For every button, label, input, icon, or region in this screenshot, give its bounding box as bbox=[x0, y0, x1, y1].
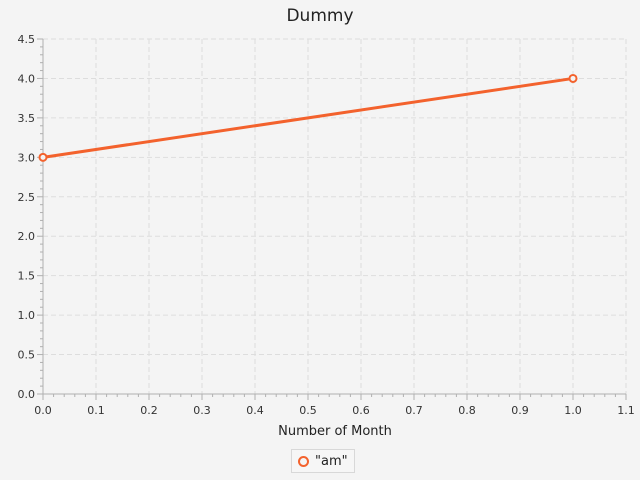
axes bbox=[40, 39, 626, 397]
y-tick-label: 1.5 bbox=[18, 270, 36, 283]
x-tick-label: 0.7 bbox=[405, 404, 423, 417]
y-tick-label: 4.0 bbox=[18, 72, 36, 85]
x-tick-label: 0.9 bbox=[511, 404, 529, 417]
x-tick-label: 0.3 bbox=[193, 404, 211, 417]
data-point bbox=[568, 73, 578, 83]
legend-marker-icon bbox=[298, 455, 309, 467]
x-axis-label: Number of Month bbox=[278, 424, 392, 439]
x-tick-label: 1.0 bbox=[564, 404, 582, 417]
x-tick-label: 0.0 bbox=[34, 404, 52, 417]
x-axis-ticks: 0.0 0.1 0.2 0.3 0.4 0.5 0.6 0.7 0.8 0.9 1.0 1.1 bbox=[34, 394, 635, 417]
y-tick-label: 0.5 bbox=[18, 349, 36, 362]
data-point bbox=[38, 152, 48, 162]
series-layer bbox=[38, 73, 578, 162]
y-tick-label: 1.0 bbox=[18, 309, 36, 322]
x-tick-label: 1.1 bbox=[617, 404, 635, 417]
series-line bbox=[42, 76, 574, 159]
legend-label: "am" bbox=[315, 453, 348, 469]
x-tick-label: 0.6 bbox=[352, 404, 370, 417]
y-tick-label: 2.5 bbox=[18, 191, 36, 204]
y-tick-label: 4.5 bbox=[18, 33, 36, 46]
x-tick-label: 0.1 bbox=[87, 404, 105, 417]
chart-title: Dummy bbox=[286, 6, 354, 26]
x-tick-label: 0.8 bbox=[458, 404, 476, 417]
y-tick-label: 3.5 bbox=[18, 112, 36, 125]
x-tick-label: 0.2 bbox=[140, 404, 158, 417]
x-tick-label: 0.4 bbox=[246, 404, 264, 417]
grid-lines bbox=[42, 38, 627, 395]
x-tick-label: 0.5 bbox=[299, 404, 317, 417]
y-tick-label: 0.0 bbox=[18, 388, 36, 401]
y-axis-ticks: 0.0 0.5 1.0 1.5 2.0 2.5 3.0 3.5 4.0 4.5 bbox=[18, 33, 43, 401]
y-tick-label: 3.0 bbox=[18, 151, 36, 164]
y-tick-label: 2.0 bbox=[18, 230, 36, 243]
legend: "am" bbox=[291, 449, 355, 473]
